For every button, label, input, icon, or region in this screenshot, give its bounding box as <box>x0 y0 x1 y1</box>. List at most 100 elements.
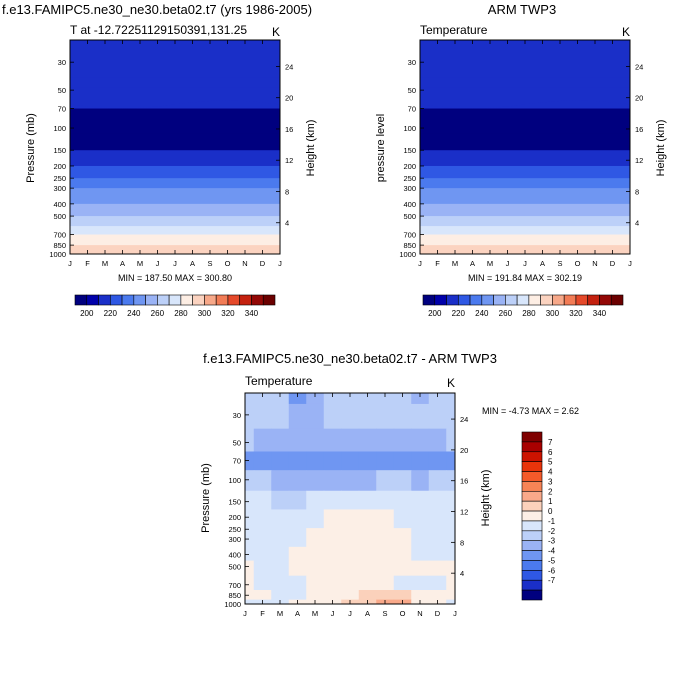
diff-cell-10-11 <box>428 575 447 591</box>
colorbar-swatch-0-1 <box>86 294 99 306</box>
pressure-tick-label-0-3: 100 <box>53 124 66 133</box>
diff-colorbar-swatch-6 <box>521 490 543 502</box>
diff-cell-4-0 <box>245 470 255 492</box>
diff-unit-label: K <box>447 376 455 390</box>
colorbar-label-0-5: 300 <box>198 309 212 318</box>
diff-colorbar-swatch-9 <box>521 520 543 532</box>
month-label-1-0: J <box>418 259 422 268</box>
contour-band-1-3 <box>420 133 630 151</box>
diff-cell-8-0 <box>245 546 255 562</box>
month-label-2-11: D <box>435 609 441 618</box>
diff-cell-11-11 <box>428 589 447 601</box>
pressure-tick-label-1-1: 50 <box>408 86 416 95</box>
diff-cell-12-12 <box>446 599 456 605</box>
diff-colorbar-label-1: 6 <box>548 448 553 457</box>
diff-cell-1-4 <box>306 403 325 430</box>
month-label-1-8: S <box>557 259 562 268</box>
contour-band-0-9 <box>70 216 280 227</box>
colorbar-swatch-1-6 <box>493 294 506 306</box>
diff-cell-2-11 <box>428 428 447 452</box>
height-tick-label-0-0: 24 <box>285 62 293 71</box>
diff-cell-3-9 <box>393 451 412 471</box>
diff-cell-7-2 <box>271 528 290 548</box>
diff-cell-6-0 <box>245 509 255 529</box>
diff-cell-4-2 <box>271 470 290 492</box>
diff-cell-12-0 <box>245 599 255 605</box>
obs-temperature-panel: ARM TWP3 Temperature K pressure level He… <box>375 2 667 283</box>
diff-cell-4-1 <box>253 470 272 492</box>
month-label-2-3: A <box>295 609 300 618</box>
pressure-tick-label-1-0: 30 <box>408 58 416 67</box>
height-tick-label-2-5: 4 <box>460 569 464 578</box>
diff-colorbar-swatch-13 <box>521 560 543 571</box>
month-label-2-6: J <box>348 609 352 618</box>
pressure-tick-label-1-5: 200 <box>403 162 416 171</box>
diff-cell-0-10 <box>411 393 430 405</box>
diff-cell-11-8 <box>376 589 395 601</box>
diff-cell-7-10 <box>411 528 430 548</box>
contour-band-0-4 <box>70 150 280 167</box>
month-label-2-8: S <box>382 609 387 618</box>
pressure-tick-label-1-2: 70 <box>408 105 416 114</box>
diff-cell-9-2 <box>271 560 290 577</box>
month-label-0-2: M <box>102 259 108 268</box>
colorbar-label-0-4: 280 <box>174 309 188 318</box>
diff-cell-10-2 <box>271 575 290 591</box>
diff-cell-1-7 <box>358 403 377 430</box>
diff-cell-9-12 <box>446 560 456 577</box>
diff-cell-6-7 <box>358 509 377 529</box>
diff-cell-0-8 <box>376 393 395 405</box>
diff-cell-4-10 <box>411 470 430 492</box>
colorbar-swatch-1-1 <box>434 294 447 306</box>
diff-cell-2-10 <box>411 428 430 452</box>
colorbar-label-1-4: 280 <box>522 309 536 318</box>
contour-band-0-0 <box>70 40 280 79</box>
diff-cell-11-3 <box>288 589 307 601</box>
diff-cell-1-2 <box>271 403 290 430</box>
diff-cell-5-9 <box>393 490 412 510</box>
colorbar-swatch-0-13 <box>227 294 241 306</box>
diff-cell-0-7 <box>358 393 377 405</box>
pressure-tick-label-0-2: 70 <box>58 105 66 114</box>
contour-band-1-11 <box>420 234 630 246</box>
diff-colorbar-swatch-7 <box>521 500 543 512</box>
diff-cell-6-9 <box>393 509 412 529</box>
height-tick-label-1-0: 24 <box>635 62 643 71</box>
diff-cell-7-9 <box>393 528 412 548</box>
contour-band-1-9 <box>420 216 630 227</box>
month-label-2-0: J <box>243 609 247 618</box>
diff-cell-7-7 <box>358 528 377 548</box>
diff-cell-4-5 <box>323 470 342 492</box>
month-label-2-12: J <box>453 609 457 618</box>
diff-cell-11-2 <box>271 589 290 601</box>
diff-cell-3-4 <box>306 451 325 471</box>
diff-colorbar-label-5: 2 <box>548 487 553 496</box>
month-label-0-6: J <box>173 259 177 268</box>
diff-cell-0-2 <box>271 393 290 405</box>
diff-cell-8-2 <box>271 546 290 562</box>
diff-cell-8-5 <box>323 546 342 562</box>
diff-cell-5-12 <box>446 490 456 510</box>
month-label-1-10: N <box>592 259 597 268</box>
diff-cell-0-5 <box>323 393 342 405</box>
diff-cell-9-4 <box>306 560 325 577</box>
height-tick-label-2-1: 20 <box>460 446 468 455</box>
diff-cell-6-5 <box>323 509 342 529</box>
obs-unit-label: K <box>622 25 630 39</box>
diff-cell-10-12 <box>446 575 456 591</box>
diff-cell-11-10 <box>411 589 430 601</box>
diff-colorbar-label-12: -5 <box>548 556 556 565</box>
contour-wave-0 <box>70 87 280 109</box>
contour-band-1-0 <box>420 40 630 79</box>
month-label-0-0: J <box>68 259 72 268</box>
pressure-tick-label-0-10: 700 <box>53 230 66 239</box>
month-label-1-11: D <box>610 259 616 268</box>
diff-cell-8-8 <box>376 546 395 562</box>
diff-cell-8-10 <box>411 546 430 562</box>
diff-cell-4-11 <box>428 470 447 492</box>
pressure-tick-label-0-8: 400 <box>53 200 66 209</box>
diff-cell-6-6 <box>341 509 360 529</box>
colorbar-swatch-0-10 <box>192 294 205 306</box>
diff-colorbar-swatch-14 <box>521 570 543 581</box>
colorbar-swatch-1-7 <box>505 294 518 306</box>
